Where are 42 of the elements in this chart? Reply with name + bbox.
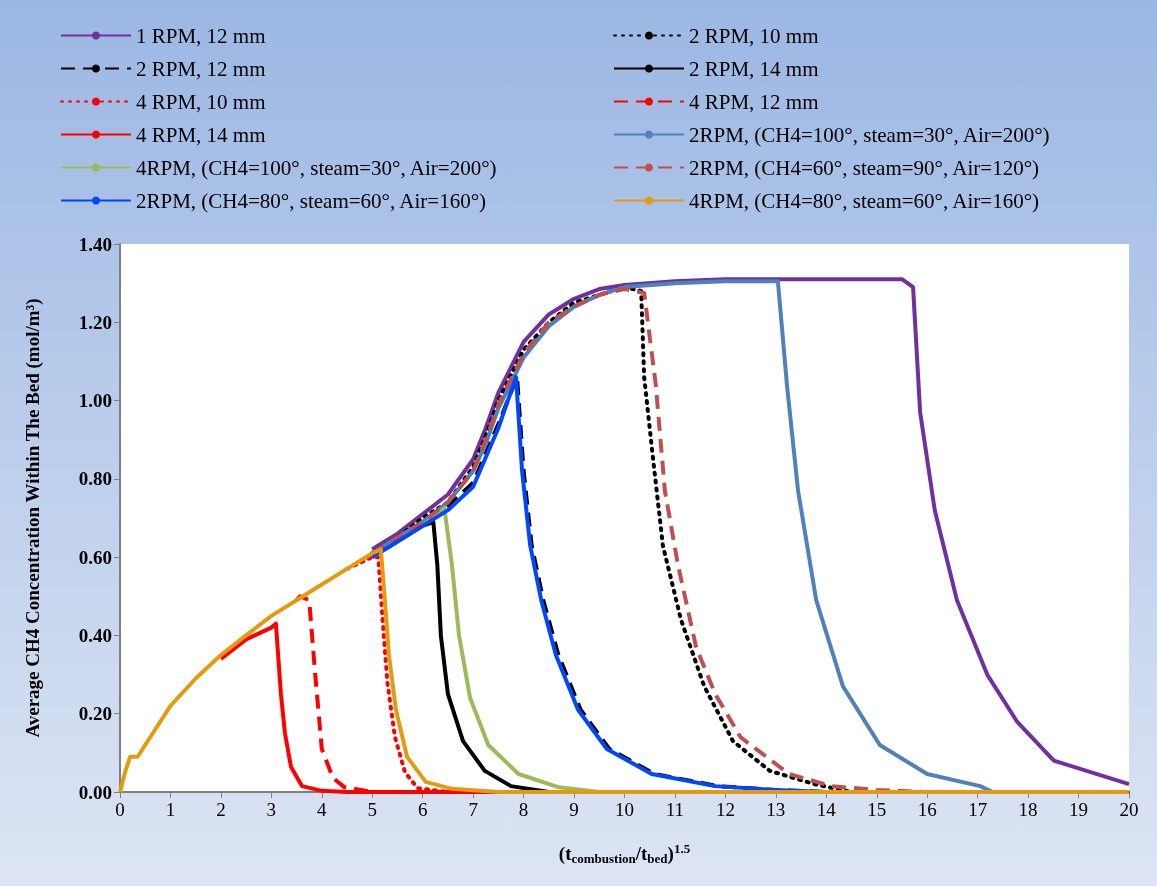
legend-label: 1 RPM, 12 mm [136,23,266,48]
legend-label: 4RPM, (CH4=100°, steam=30°, Air=200°) [136,155,497,180]
legend-label: 4 RPM, 10 mm [136,89,266,114]
legend-label: 2RPM, (CH4=60°, steam=90°, Air=120°) [689,155,1040,180]
legend-label: 2 RPM, 14 mm [689,56,819,81]
y-tick-label: 0.40 [78,624,112,646]
legend-label: 4RPM, (CH4=80°, steam=60°, Air=160°) [689,188,1040,213]
x-tick-label: 18 [1018,799,1038,820]
x-tick-label: 13 [766,799,786,820]
y-tick-label: 1.20 [78,311,112,333]
x-tick-label: 20 [1119,799,1139,820]
x-tick-label: 5 [367,799,377,820]
legend-label: 2RPM, (CH4=80°, steam=60°, Air=160°) [136,188,487,213]
x-tick-label: 1 [165,799,176,820]
x-tick-label: 12 [715,799,735,820]
y-tick-label: 1.00 [78,390,112,412]
y-tick-label: 0.80 [78,468,112,490]
x-tick-label: 6 [417,799,428,820]
x-tick-label: 9 [569,799,579,820]
x-tick-label: 14 [816,799,837,820]
x-tick-label: 7 [468,799,478,820]
y-tick-label: 0.00 [78,781,112,803]
legend-label: 4 RPM, 12 mm [689,89,819,114]
legend-label: 2RPM, (CH4=100°, steam=30°, Air=200°) [689,122,1050,147]
legend-label: 2 RPM, 10 mm [689,23,819,48]
y-tick-label: 0.60 [78,546,112,568]
y-tick-label: 0.20 [78,703,112,725]
x-tick-label: 11 [665,799,685,820]
y-axis-title: Average CH4 Concentration Within The Bed (mol/m³) [22,298,44,738]
x-tick-label: 16 [917,799,937,820]
x-tick-label: 19 [1069,799,1089,820]
x-tick-label: 4 [317,799,328,820]
x-tick-label: 15 [867,799,887,820]
x-tick-label: 17 [968,799,988,820]
y-tick-label: 1.40 [78,233,112,255]
legend-label: 4 RPM, 14 mm [136,122,266,147]
x-tick-label: 2 [216,799,226,820]
x-tick-label: 10 [615,799,634,820]
x-tick-label: 3 [266,799,277,820]
x-tick-label: 0 [115,799,125,820]
legend-label: 2 RPM, 12 mm [136,56,266,81]
x-tick-label: 8 [518,799,529,820]
